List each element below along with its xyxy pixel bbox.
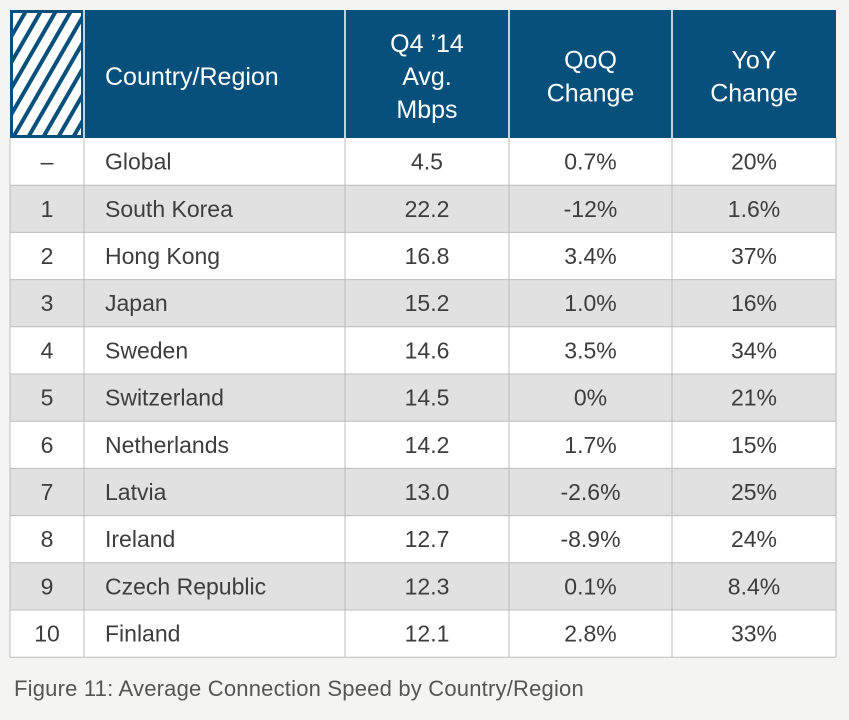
header-yoy: YoY Change [710, 47, 798, 108]
header-line: Country/Region [105, 63, 279, 91]
cell-qoq: -8.9% [560, 526, 620, 552]
cell-mbps: 12.1 [405, 621, 450, 647]
cell-yoy: 24% [731, 526, 777, 552]
cell-rank: 8 [41, 526, 54, 552]
cell-mbps: 4.5 [411, 149, 443, 175]
cell-qoq: 1.0% [564, 290, 616, 316]
cell-yoy: 20% [731, 149, 777, 175]
cell-yoy: 37% [731, 243, 777, 269]
cell-yoy: 1.6% [728, 196, 780, 222]
header-region: Country/Region [105, 63, 279, 91]
cell-region: Hong Kong [105, 243, 220, 269]
cell-rank: 7 [41, 479, 54, 505]
table-row [10, 468, 836, 516]
cell-qoq: 2.8% [564, 621, 616, 647]
header-line: YoY [732, 47, 777, 75]
cell-rank: 5 [41, 385, 54, 411]
cell-region: Switzerland [105, 385, 224, 411]
cell-region: Sweden [105, 337, 188, 363]
table-row [10, 138, 836, 186]
header-line: Change [710, 80, 798, 108]
header-line: QoQ [564, 47, 617, 75]
cell-yoy: 21% [731, 385, 777, 411]
cell-yoy: 15% [731, 432, 777, 458]
header-line: Avg. [402, 63, 452, 91]
cell-rank: 1 [41, 196, 54, 222]
cell-yoy: 8.4% [728, 573, 780, 599]
cell-region: Netherlands [105, 432, 229, 458]
cell-mbps: 15.2 [405, 290, 450, 316]
cell-region: Latvia [105, 479, 167, 505]
table-row [10, 185, 836, 233]
cell-rank: 3 [41, 290, 54, 316]
cell-region: Global [105, 149, 171, 175]
cell-qoq: 3.4% [564, 243, 616, 269]
table-row [10, 374, 836, 422]
header-corner-hatch [13, 13, 81, 135]
cell-yoy: 16% [731, 290, 777, 316]
cell-region: Japan [105, 290, 168, 316]
cell-mbps: 12.7 [405, 526, 450, 552]
cell-mbps: 14.6 [405, 337, 450, 363]
cell-rank: 6 [41, 432, 54, 458]
cell-mbps: 13.0 [405, 479, 450, 505]
cell-qoq: 0% [574, 385, 607, 411]
header-background [10, 10, 836, 138]
cell-mbps: 22.2 [405, 196, 450, 222]
cell-rank: 4 [41, 337, 54, 363]
cell-region: Ireland [105, 526, 175, 552]
cell-rank: – [41, 149, 54, 175]
cell-qoq: 0.1% [564, 573, 616, 599]
cell-qoq: -2.6% [560, 479, 620, 505]
cell-qoq: -12% [564, 196, 618, 222]
cell-region: Finland [105, 621, 180, 647]
cell-yoy: 33% [731, 621, 777, 647]
table-row [10, 279, 836, 327]
header-qoq: QoQ Change [547, 47, 635, 108]
cell-mbps: 16.8 [405, 243, 450, 269]
cell-mbps: 14.2 [405, 432, 450, 458]
table-row [10, 326, 836, 374]
cell-yoy: 34% [731, 337, 777, 363]
header-line: Change [547, 80, 635, 108]
cell-qoq: 0.7% [564, 149, 616, 175]
table-row [10, 610, 836, 658]
cell-mbps: 14.5 [405, 385, 450, 411]
cell-yoy: 25% [731, 479, 777, 505]
cell-qoq: 1.7% [564, 432, 616, 458]
cell-region: Czech Republic [105, 573, 266, 599]
cell-qoq: 3.5% [564, 337, 616, 363]
table-row [10, 421, 836, 469]
header-mbps: Q4 ’14 Avg. Mbps [390, 30, 464, 124]
table-row [10, 232, 836, 280]
header-line: Mbps [396, 96, 457, 124]
figure-caption: Figure 11: Average Connection Speed by C… [14, 676, 584, 701]
table-row [10, 515, 836, 563]
cell-region: South Korea [105, 196, 233, 222]
table-row [10, 562, 836, 610]
cell-rank: 10 [34, 621, 60, 647]
cell-mbps: 12.3 [405, 573, 450, 599]
header-line: Q4 ’14 [390, 30, 464, 58]
cell-rank: 9 [41, 573, 54, 599]
cell-rank: 2 [41, 243, 54, 269]
